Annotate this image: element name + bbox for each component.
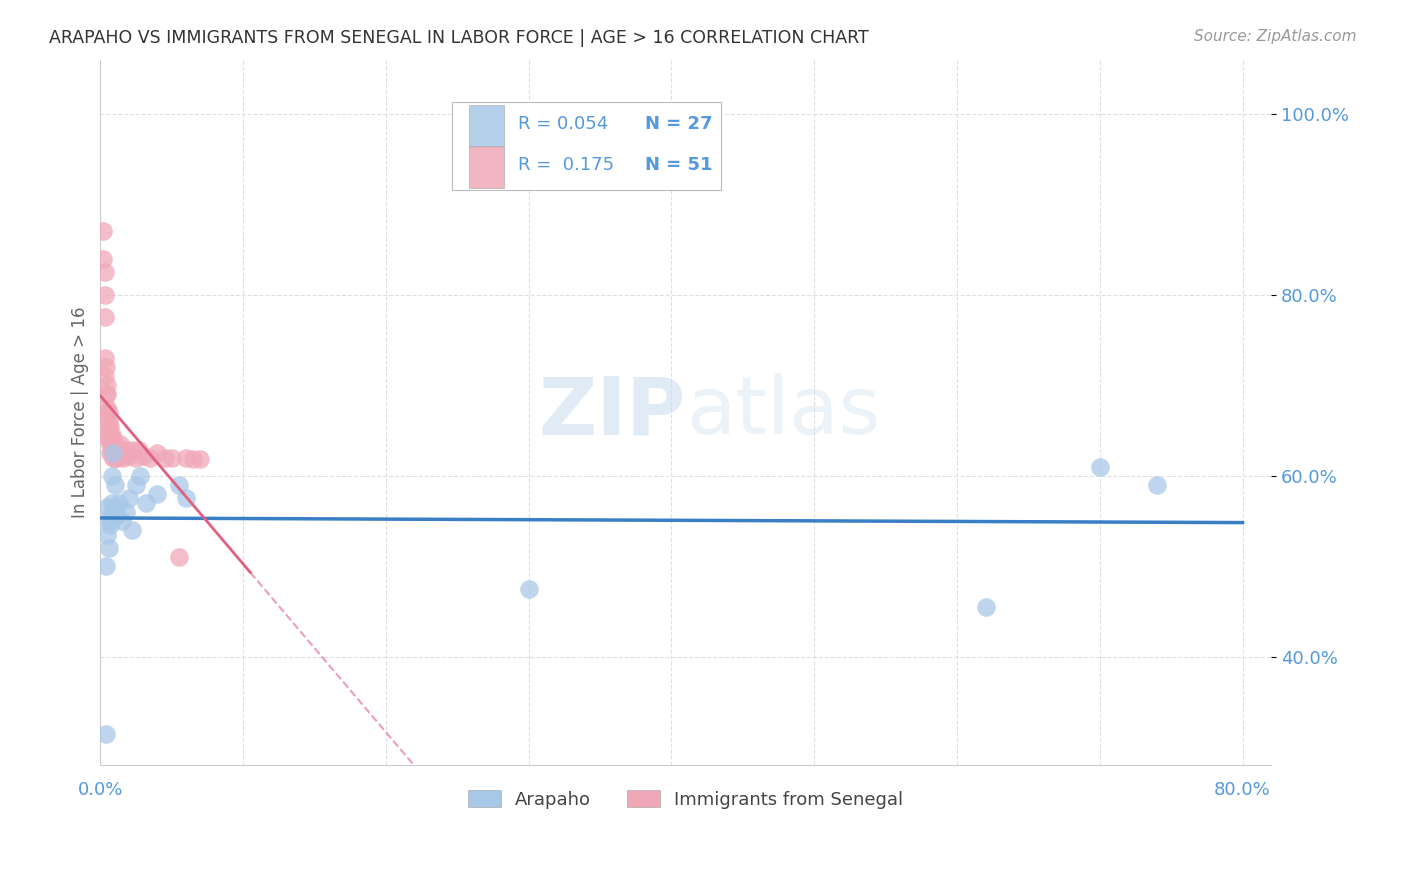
Point [103,450,125,465]
Point [96,527,118,541]
Point [100,428,122,442]
Point [96,428,118,442]
Point [118,491,141,506]
Point [94,405,117,419]
Point [115,505,138,519]
Point [125,477,148,491]
Point [111,449,134,463]
Point [105,500,128,515]
Point [97,433,120,447]
Point [91,252,114,266]
Point [104,450,127,465]
Text: R = 0.054: R = 0.054 [519,115,609,133]
Point [93,369,115,384]
Point [98,446,121,460]
Point [115,443,138,458]
Point [100,496,122,510]
Y-axis label: In Labor Force | Age > 16: In Labor Force | Age > 16 [72,307,89,518]
Point [104,443,127,458]
Point [125,450,148,465]
Point [108,443,131,458]
FancyBboxPatch shape [470,105,505,147]
Point [111,514,134,528]
Text: R =  0.175: R = 0.175 [519,156,614,174]
Point [91,225,114,239]
Point [97,405,120,419]
Point [103,505,125,519]
Text: Source: ZipAtlas.com: Source: ZipAtlas.com [1194,29,1357,44]
Point [128,443,150,458]
Point [974,599,997,614]
Point [174,450,197,465]
Point [1088,459,1111,474]
Point [103,433,125,447]
FancyBboxPatch shape [451,102,721,190]
FancyBboxPatch shape [470,145,505,188]
Point [107,450,129,465]
Point [112,450,135,465]
Point [139,450,162,465]
Point [135,496,157,510]
Point [167,477,190,491]
Point [121,443,143,458]
Point [96,500,118,515]
Point [103,442,125,456]
Point [104,477,127,491]
Text: N = 51: N = 51 [645,156,713,174]
Point [93,351,115,365]
Point [97,541,120,555]
Point [93,287,115,301]
Legend: Arapaho, Immigrants from Senegal: Arapaho, Immigrants from Senegal [461,783,911,816]
Point [96,401,118,415]
Point [98,437,121,451]
Point [100,468,122,483]
Text: atlas: atlas [686,374,880,451]
Point [96,387,118,401]
Point [98,509,121,524]
Point [100,446,122,460]
Point [174,491,197,506]
Point [93,265,115,279]
Text: N = 27: N = 27 [645,115,713,133]
Text: ARAPAHO VS IMMIGRANTS FROM SENEGAL IN LABOR FORCE | AGE > 16 CORRELATION CHART: ARAPAHO VS IMMIGRANTS FROM SENEGAL IN LA… [49,29,869,46]
Point [96,378,118,392]
Point [517,582,540,596]
Point [98,518,121,533]
Point [181,452,204,467]
Point [129,468,152,483]
Point [132,449,155,463]
Point [118,449,141,463]
Point [93,310,115,325]
Point [146,446,169,460]
Point [97,514,120,528]
Point [1146,477,1168,491]
Point [153,450,176,465]
Point [100,437,122,451]
Point [94,726,117,740]
Point [94,387,117,401]
Point [188,452,211,467]
Point [108,496,131,510]
Point [94,559,117,574]
Point [104,437,127,451]
Point [98,419,121,434]
Point [94,360,117,375]
Point [98,428,121,442]
Point [97,424,120,438]
Point [167,550,190,565]
Point [103,446,125,460]
Point [146,487,169,501]
Point [96,414,118,428]
Text: ZIP: ZIP [538,374,686,451]
Point [97,414,120,428]
Point [121,523,143,537]
Point [104,509,127,524]
Point [110,437,132,451]
Point [160,450,183,465]
Point [107,509,129,524]
